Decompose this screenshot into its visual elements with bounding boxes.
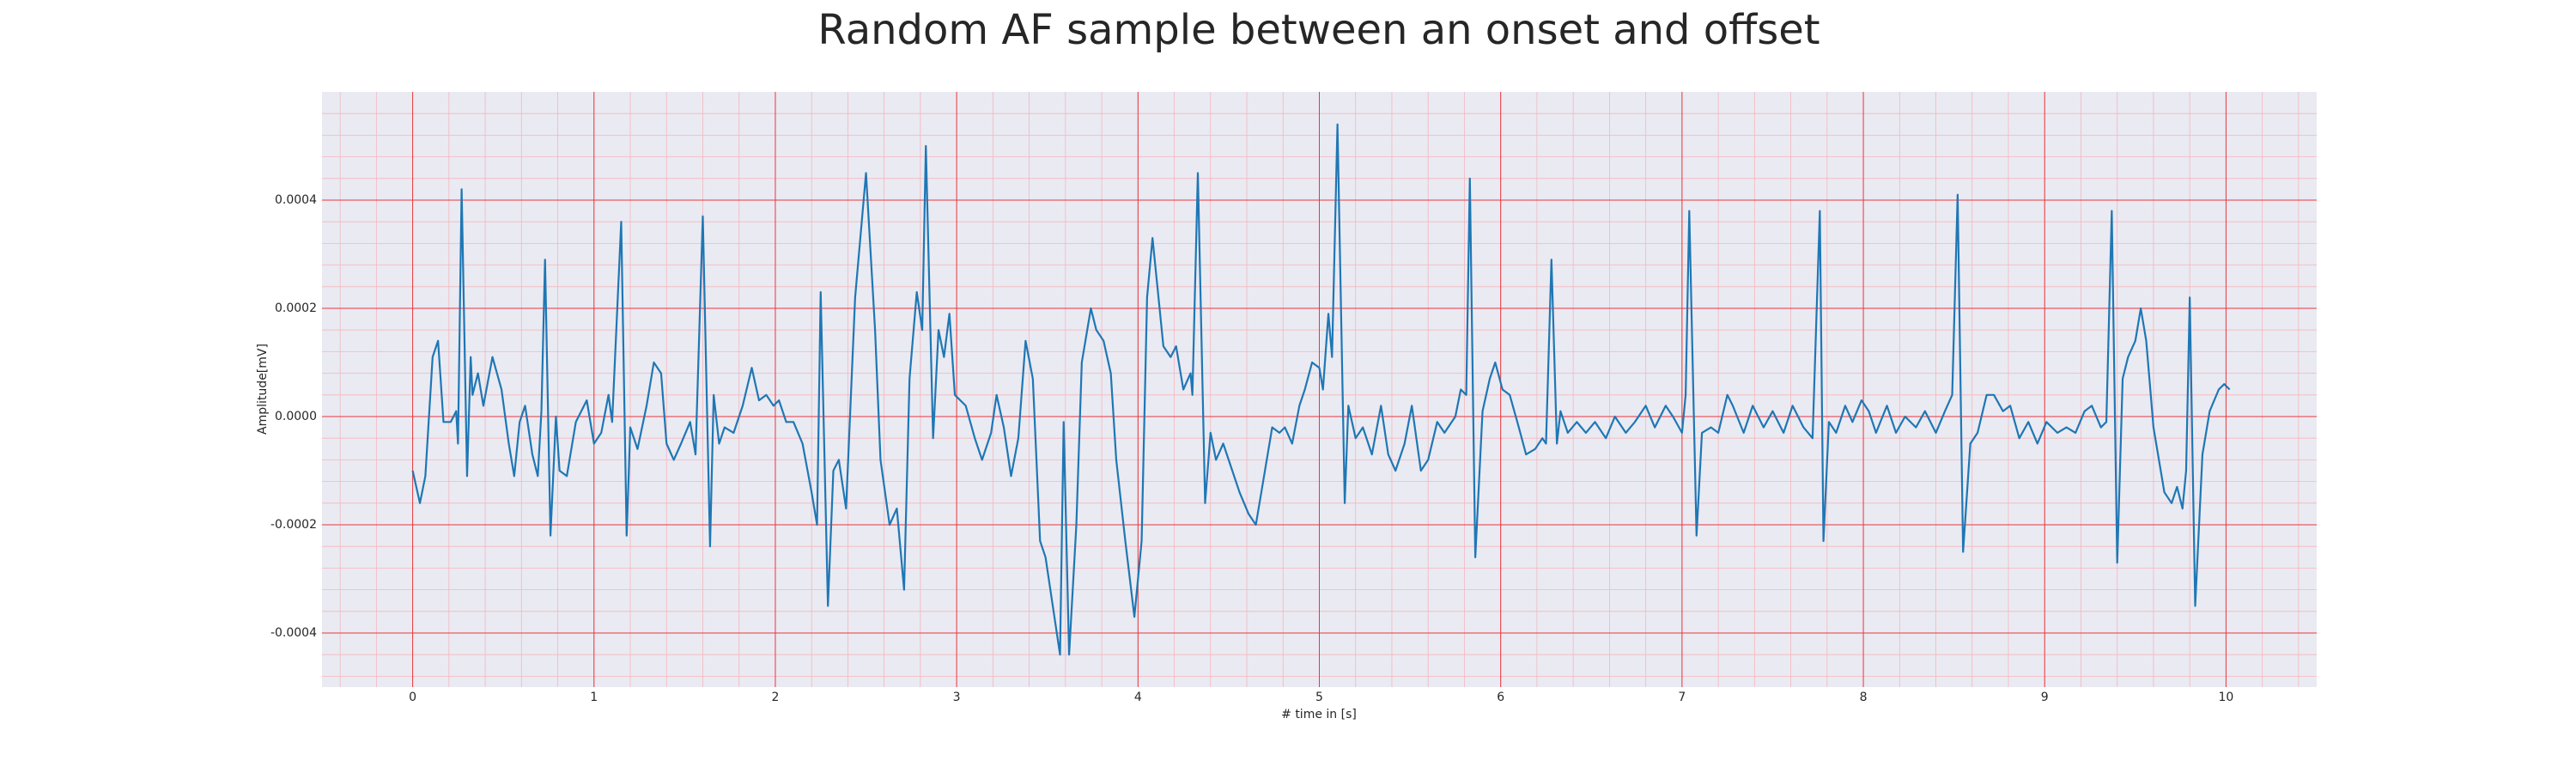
x-tick-label: 7	[1678, 691, 1686, 704]
y-tick-label: 0.0002	[275, 301, 317, 315]
y-axis-label: Amplitude[mV]	[256, 344, 270, 435]
x-tick-label: 0	[409, 691, 416, 704]
y-tick-label: 0.0004	[275, 193, 317, 207]
x-tick-label: 8	[1860, 691, 1868, 704]
y-tick-label: -0.0002	[270, 518, 317, 532]
x-tick-label: 9	[2041, 691, 2049, 704]
y-tick-label: -0.0004	[270, 626, 317, 640]
y-tick-label: 0.0000	[275, 410, 317, 423]
x-tick-label: 2	[771, 691, 779, 704]
x-axis-label: # time in [s]	[1281, 708, 1357, 721]
x-tick-label: 10	[2218, 691, 2233, 704]
x-tick-label: 6	[1497, 691, 1504, 704]
x-tick-label: 4	[1134, 691, 1142, 704]
chart-title: Random AF sample between an onset and of…	[817, 6, 1820, 54]
x-tick-label: 5	[1315, 691, 1323, 704]
x-tick-label: 3	[953, 691, 961, 704]
signal-line	[411, 123, 2231, 656]
x-tick-label: 1	[590, 691, 598, 704]
